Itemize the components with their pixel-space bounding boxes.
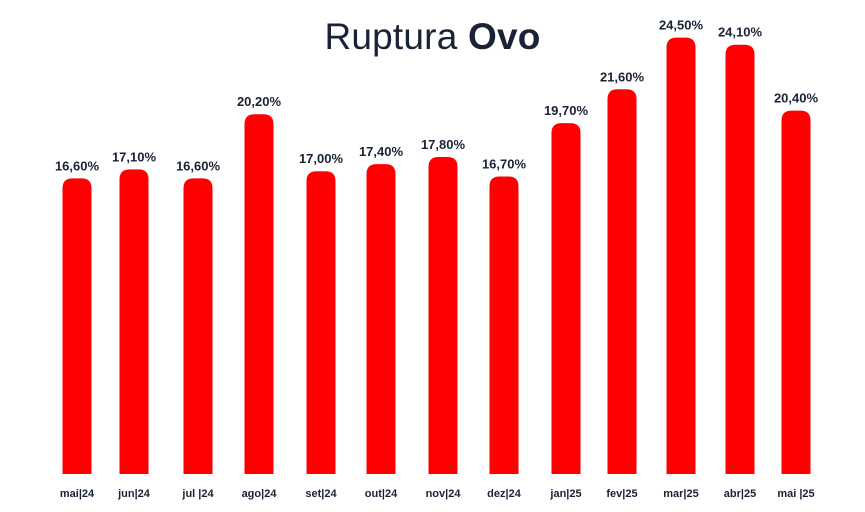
category-label-4: set|24 (305, 488, 337, 500)
category-label-11: abr|25 (724, 488, 756, 500)
chart-title-prefix: Ruptura (324, 16, 458, 57)
category-label-2: jul |24 (181, 488, 214, 500)
value-label-5: 17,40% (359, 144, 404, 159)
value-label-6: 17,80% (421, 137, 466, 152)
value-label-1: 17,10% (112, 149, 157, 164)
bar-6 (428, 156, 458, 474)
bar-5 (366, 164, 396, 474)
category-label-12: mai |25 (777, 488, 814, 500)
value-label-9: 21,60% (600, 69, 645, 84)
value-label-8: 19,70% (544, 103, 589, 118)
value-label-11: 24,10% (718, 25, 763, 40)
bar-9 (607, 89, 637, 474)
value-label-4: 17,00% (299, 151, 344, 166)
bar-10 (666, 37, 696, 474)
bar-11 (725, 44, 755, 474)
chart-title-highlight: Ovo (467, 16, 541, 57)
value-label-10: 24,50% (659, 18, 704, 33)
category-label-0: mai|24 (60, 488, 95, 500)
value-label-7: 16,70% (482, 157, 527, 172)
bar-2 (183, 178, 213, 474)
category-label-10: mar|25 (663, 488, 699, 500)
category-label-9: fev|25 (606, 488, 637, 500)
category-label-6: nov|24 (426, 488, 462, 500)
bar-4 (306, 171, 336, 474)
category-label-7: dez|24 (487, 488, 522, 500)
bar-8 (551, 123, 581, 474)
category-label-5: out|24 (365, 488, 398, 500)
bar-3 (244, 114, 274, 474)
bar-1 (119, 169, 149, 474)
category-label-3: ago|24 (242, 488, 278, 500)
value-label-0: 16,60% (55, 158, 100, 173)
chart-title: Ruptura Ovo (0, 16, 865, 58)
bar-12 (781, 110, 811, 474)
value-label-2: 16,60% (176, 158, 221, 173)
value-label-12: 20,40% (774, 91, 819, 106)
bar-7 (489, 176, 519, 474)
category-label-8: jan|25 (549, 488, 581, 500)
category-label-1: jun|24 (117, 488, 151, 500)
bar-0 (62, 178, 92, 474)
value-label-3: 20,20% (237, 94, 282, 109)
